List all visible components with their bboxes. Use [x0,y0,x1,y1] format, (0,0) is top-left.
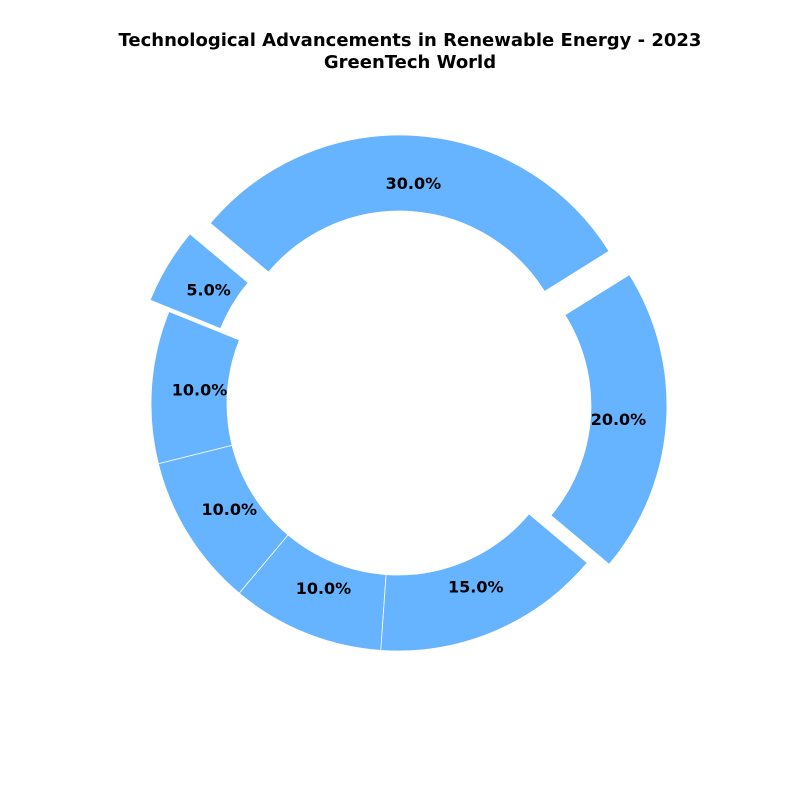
chart-title-line-1: Technological Advancements in Renewable … [119,30,702,51]
slice-percent-label: 15.0% [448,578,504,597]
donut-slice [209,134,610,292]
donut-slices [149,134,668,652]
donut-slice [149,233,249,330]
slice-percent-label: 10.0% [201,500,257,519]
chart-title-line-2: GreenTech World [324,52,496,73]
slice-percent-label: 5.0% [186,281,230,300]
slice-percent-label: 30.0% [386,174,442,193]
slice-percent-label: 20.0% [591,410,647,429]
slice-labels: 5.0% 10.0% 10.0% 10.0% 15.0% 20.0% 30.0% [172,174,646,598]
slice-percent-label: 10.0% [296,579,352,598]
slice-percent-label: 10.0% [172,381,228,400]
donut-slice [550,274,668,565]
donut-slice [380,513,588,652]
